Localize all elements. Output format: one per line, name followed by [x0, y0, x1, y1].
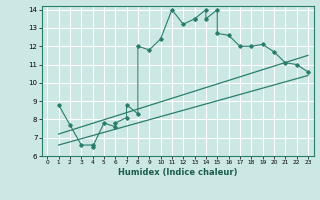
- X-axis label: Humidex (Indice chaleur): Humidex (Indice chaleur): [118, 168, 237, 177]
